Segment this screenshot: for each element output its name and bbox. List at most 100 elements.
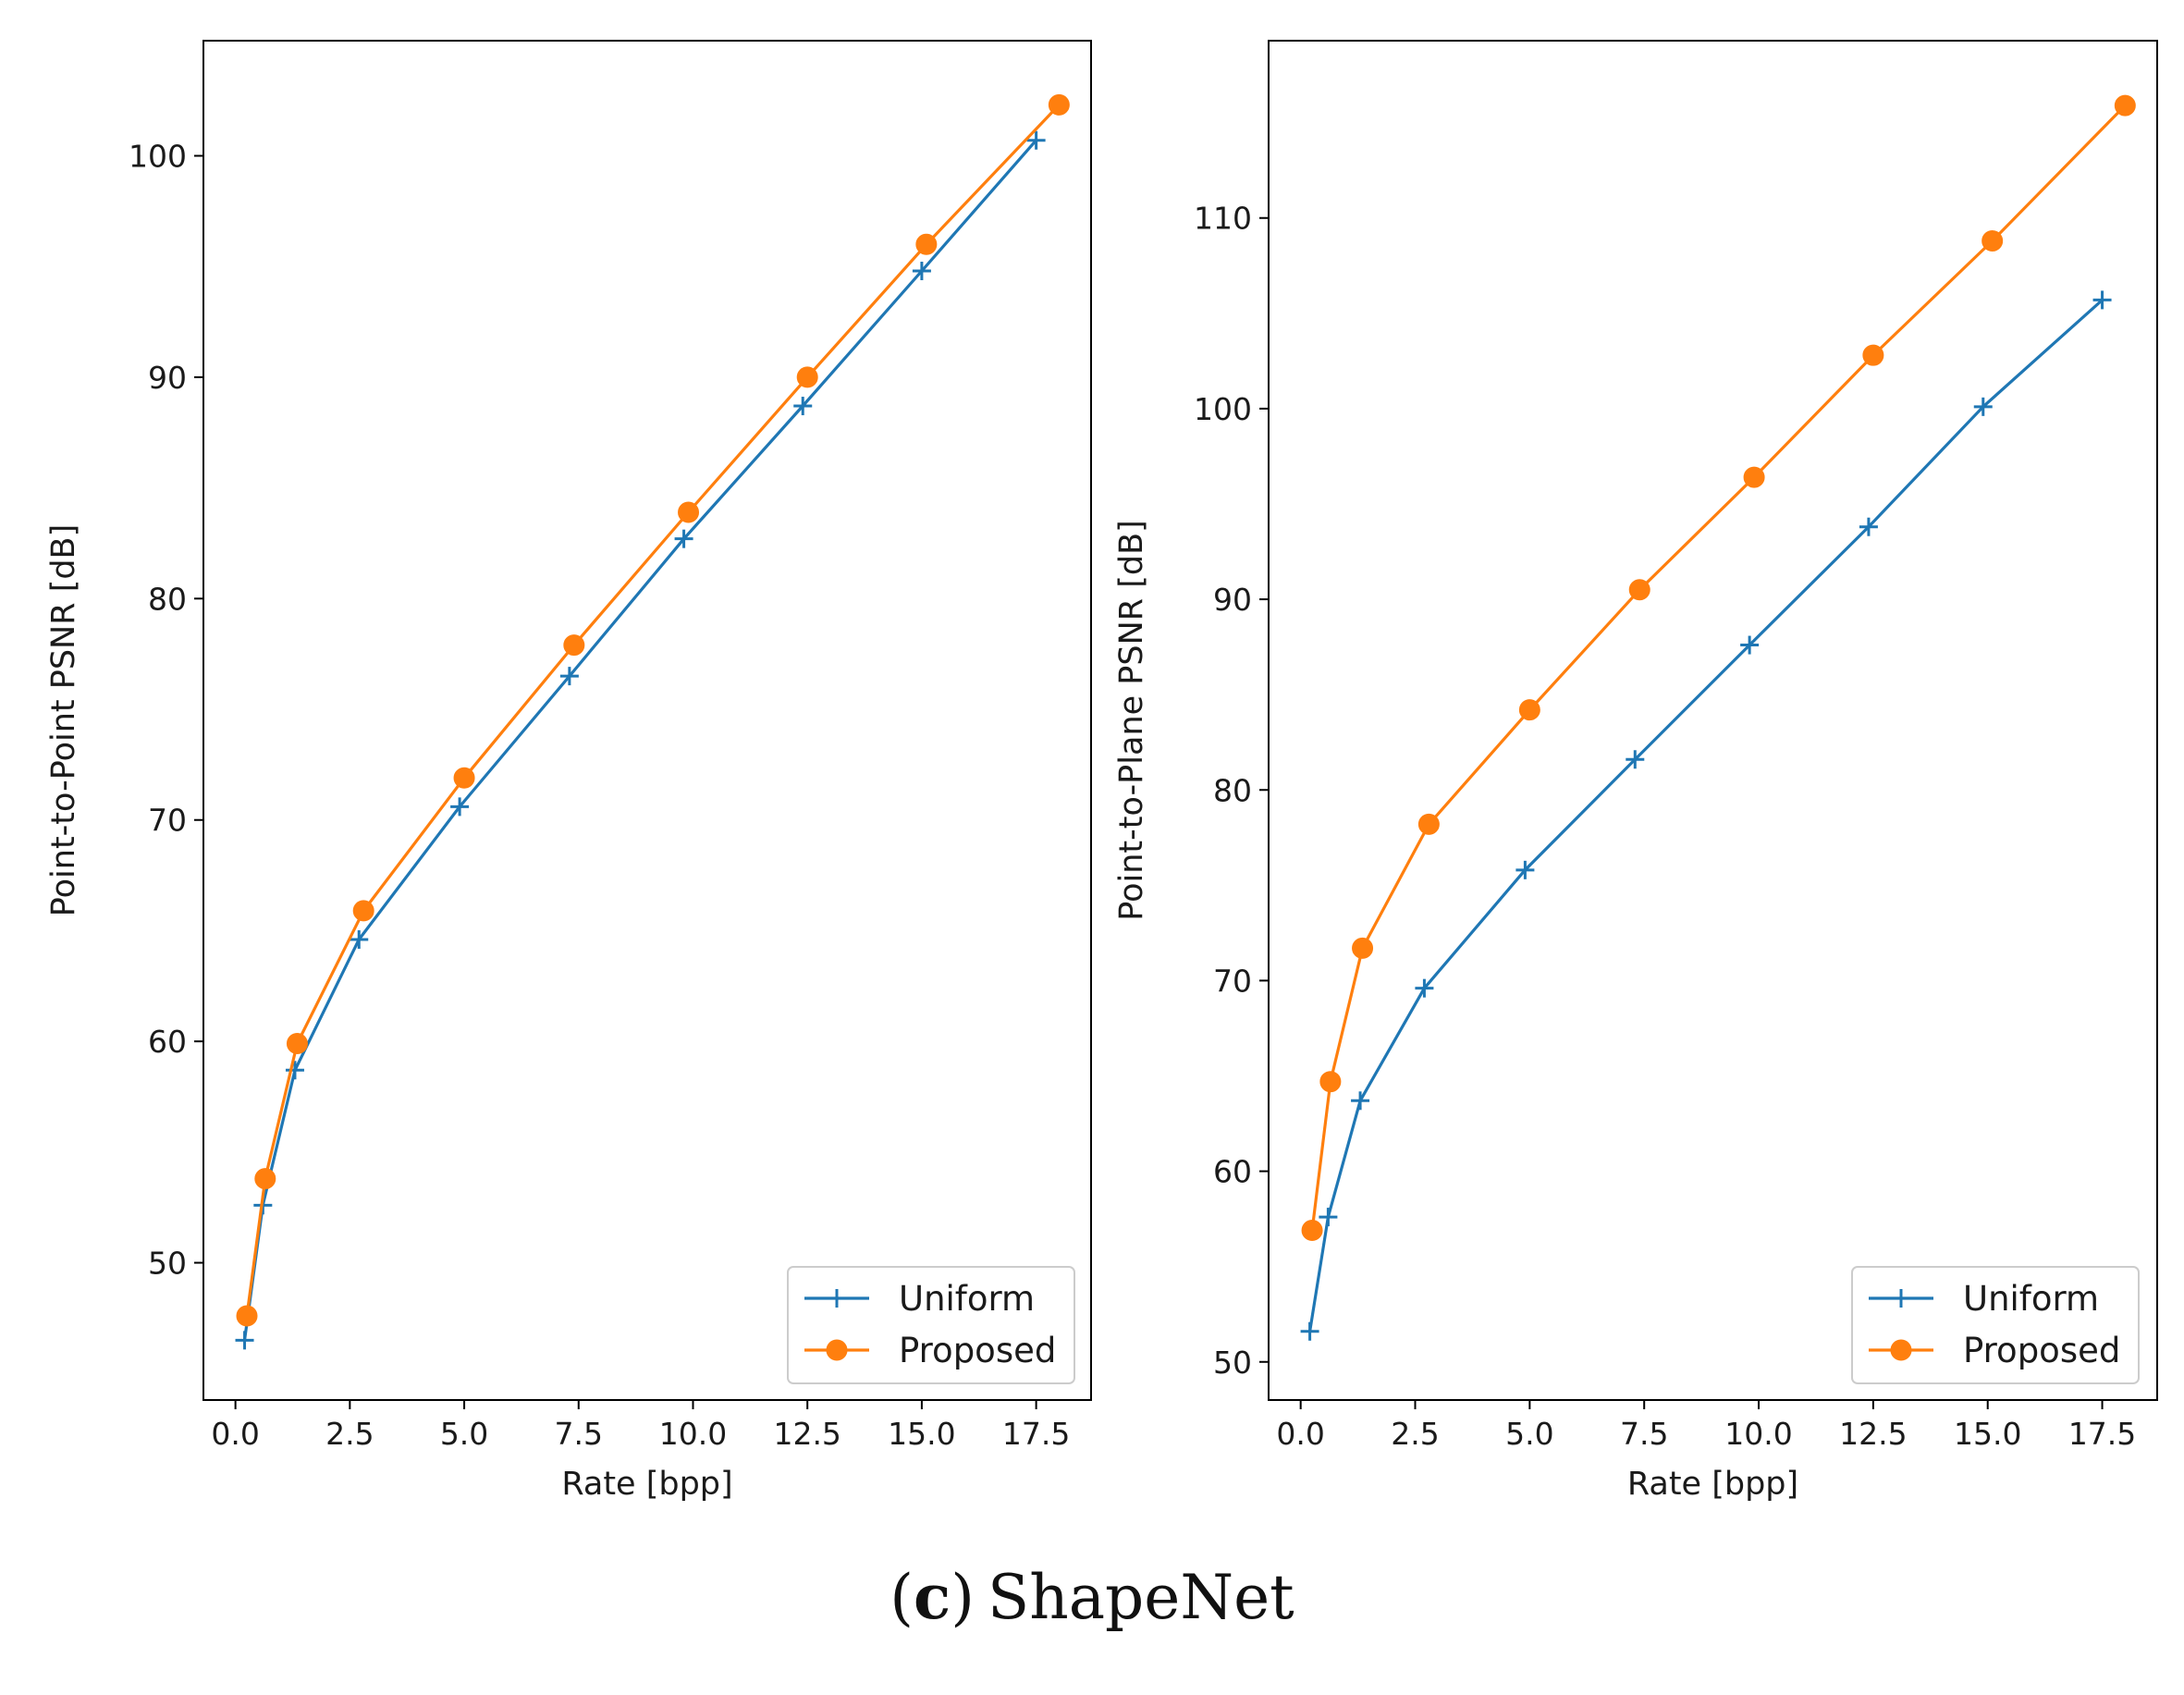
data-point-uniform-3 <box>350 930 369 950</box>
y-tick-label: 70 <box>148 803 187 839</box>
legend-marker-uniform <box>828 1289 846 1308</box>
x-tick-label: 17.5 <box>2068 1416 2136 1452</box>
caption-close-paren: ) <box>951 1562 975 1633</box>
data-point-uniform-0 <box>235 1331 254 1350</box>
figure-caption: (c) ShapeNet <box>890 1561 1294 1633</box>
x-tick-label: 0.0 <box>211 1416 259 1452</box>
data-point-proposed-3 <box>352 900 374 922</box>
legend-label-proposed: Proposed <box>1963 1331 2120 1370</box>
data-point-proposed-1 <box>1319 1071 1342 1093</box>
x-tick-label: 12.5 <box>1839 1416 1907 1452</box>
series-uniform <box>1300 290 2112 1341</box>
series-line-uniform <box>1308 299 2104 1333</box>
series-uniform <box>235 130 1046 1350</box>
caption-open-paren: ( <box>890 1562 914 1633</box>
x-tick-label: 7.5 <box>555 1416 603 1452</box>
y-tick-label: 60 <box>1213 1154 1252 1190</box>
caption-letter: c <box>914 1561 951 1633</box>
legend-entry-proposed: Proposed <box>804 1331 1056 1370</box>
legend-entry-proposed: Proposed <box>1869 1331 2120 1370</box>
data-point-uniform-5 <box>559 667 579 686</box>
data-point-uniform-5 <box>1626 750 1645 769</box>
data-point-proposed-2 <box>286 1033 308 1055</box>
data-point-proposed-7 <box>1862 344 1884 366</box>
series-line-proposed <box>1310 104 2127 1231</box>
data-point-uniform-4 <box>450 797 470 817</box>
chart-point-to-plane: 0.0 2.5 5.0 7.5 10.0 12.5 15.0 17.5 Rate [bpp] 50… <box>1113 40 2158 1503</box>
data-point-uniform-7 <box>793 397 813 416</box>
y-tick-label: 60 <box>148 1024 187 1060</box>
data-point-proposed-6 <box>1743 466 1765 488</box>
data-point-uniform-9 <box>1026 130 1046 150</box>
data-point-proposed-8 <box>915 233 938 255</box>
caption-dataset: ShapeNet <box>988 1562 1294 1633</box>
data-point-proposed-5 <box>1628 579 1650 601</box>
data-point-uniform-7 <box>1859 517 1878 536</box>
x-axis: 0.0 2.5 5.0 7.5 10.0 12.5 15.0 17.5 Rate [bpp] <box>1276 1400 2136 1503</box>
caption-text: (c) ShapeNet <box>890 1561 1294 1633</box>
series-group <box>235 93 1070 1350</box>
series-line-uniform <box>242 139 1037 1341</box>
data-point-proposed-8 <box>1982 229 2004 252</box>
data-point-uniform-0 <box>1300 1321 1319 1341</box>
y-tick-label: 80 <box>148 581 187 617</box>
y-tick-label: 100 <box>129 138 187 174</box>
series-proposed <box>236 93 1070 1327</box>
y-axis: 50 60 70 80 90 100 110 Point-to-Plane PSNR [dB] <box>1113 201 1269 1381</box>
data-point-proposed-4 <box>453 767 475 789</box>
legend: Uniform Proposed <box>787 1266 1075 1384</box>
data-point-uniform-6 <box>1740 635 1760 655</box>
data-point-proposed-1 <box>254 1168 276 1190</box>
y-tick-label: 90 <box>148 360 187 396</box>
legend-label-proposed: Proposed <box>899 1331 1056 1370</box>
data-point-proposed-0 <box>236 1305 258 1327</box>
x-axis: 0.0 2.5 5.0 7.5 10.0 12.5 15.0 17.5 Rate [bpp] <box>211 1400 1070 1503</box>
legend-box <box>787 1266 1075 1384</box>
data-point-uniform-2 <box>285 1061 304 1080</box>
data-point-proposed-0 <box>1301 1220 1323 1242</box>
legend: Uniform Proposed <box>1851 1266 2140 1384</box>
y-tick-label: 50 <box>1213 1345 1252 1381</box>
y-axis-label: Point-to-Plane PSNR [dB] <box>1113 520 1150 921</box>
data-point-uniform-1 <box>1319 1208 1338 1227</box>
x-tick-label: 15.0 <box>1954 1416 2021 1452</box>
legend-marker-proposed <box>1890 1339 1912 1361</box>
x-axis-label: Rate [bpp] <box>1627 1466 1798 1503</box>
data-point-uniform-8 <box>1973 397 1993 416</box>
x-tick-label: 2.5 <box>325 1416 374 1452</box>
legend-entry-uniform: Uniform <box>804 1279 1035 1319</box>
x-tick-label: 0.0 <box>1276 1416 1324 1452</box>
y-axis-label: Point-to-Point PSNR [dB] <box>45 524 82 916</box>
y-tick-label: 80 <box>1213 772 1252 808</box>
y-tick-label: 90 <box>1213 582 1252 618</box>
data-point-proposed-9 <box>2114 94 2136 117</box>
data-point-proposed-3 <box>1417 813 1440 835</box>
legend-marker-proposed <box>826 1339 848 1361</box>
series-proposed <box>1301 94 2136 1242</box>
plot-frame <box>1268 40 2158 1401</box>
chart-point-to-point: 0.0 2.5 5.0 7.5 10.0 12.5 15.0 17.5 Rate [bpp] 50… <box>45 40 1092 1503</box>
x-tick-label: 5.0 <box>440 1416 488 1452</box>
data-point-uniform-6 <box>674 529 693 548</box>
legend-label-uniform: Uniform <box>1963 1279 2099 1319</box>
y-tick-label: 50 <box>148 1246 187 1282</box>
legend-marker-uniform <box>1892 1289 1910 1308</box>
data-point-proposed-6 <box>678 501 700 523</box>
x-tick-label: 5.0 <box>1505 1416 1553 1452</box>
data-point-proposed-2 <box>1352 937 1374 959</box>
series-line-proposed <box>245 104 1061 1317</box>
y-tick-label: 70 <box>1213 963 1252 999</box>
y-tick-label: 100 <box>1194 391 1252 427</box>
x-tick-label: 7.5 <box>1620 1416 1668 1452</box>
data-point-proposed-4 <box>1518 699 1540 721</box>
y-axis: 50 60 70 80 90 100 Point-to-Point PSNR [dB] <box>45 138 203 1282</box>
data-point-proposed-7 <box>796 366 818 388</box>
data-point-uniform-4 <box>1515 860 1535 879</box>
x-tick-label: 12.5 <box>773 1416 840 1452</box>
data-point-proposed-9 <box>1048 93 1070 116</box>
x-axis-label: Rate [bpp] <box>561 1466 732 1503</box>
data-point-proposed-5 <box>563 634 585 657</box>
x-tick-label: 2.5 <box>1391 1416 1439 1452</box>
plot-frame <box>202 40 1092 1401</box>
